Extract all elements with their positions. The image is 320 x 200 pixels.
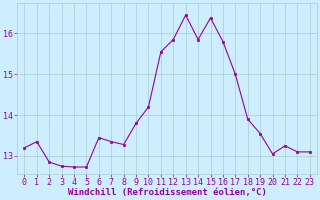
X-axis label: Windchill (Refroidissement éolien,°C): Windchill (Refroidissement éolien,°C)	[68, 188, 267, 197]
